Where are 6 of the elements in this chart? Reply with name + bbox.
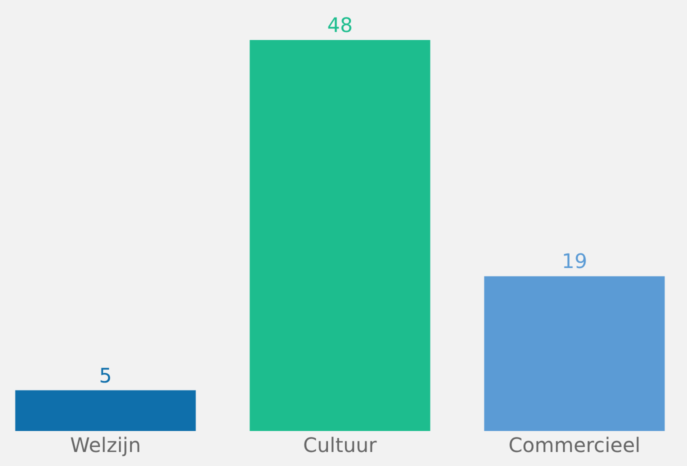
x-tick-label: Cultuur — [303, 433, 378, 457]
x-tick-label: Welzijn — [70, 433, 141, 457]
data-label: 19 — [562, 249, 588, 274]
data-label: 5 — [99, 363, 112, 388]
data-label: 48 — [327, 13, 353, 37]
x-tick-label: Commercieel — [508, 433, 640, 457]
